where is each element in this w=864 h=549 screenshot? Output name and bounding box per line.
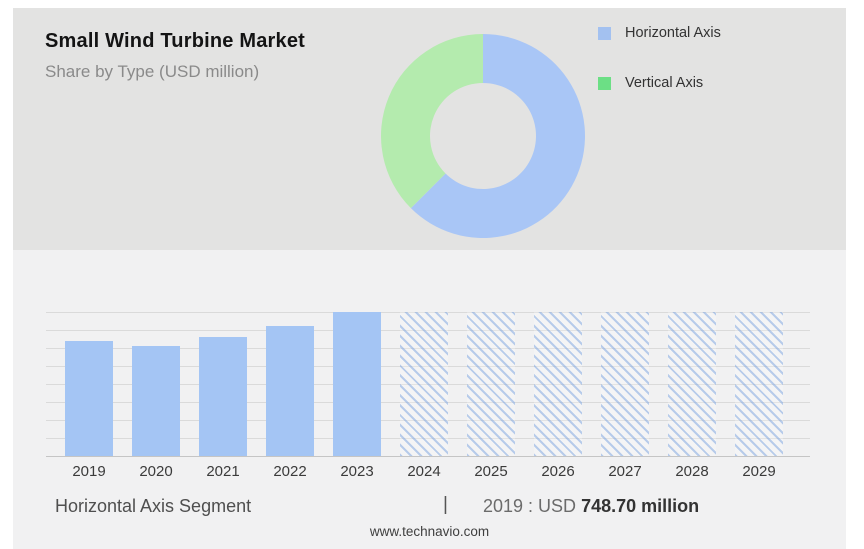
x-tick-2022: 2022 (273, 463, 307, 480)
bar-2022 (266, 326, 314, 456)
donut-chart (380, 33, 586, 239)
bar-chart-panel: 2019 2020 2021 2022 2023 2024 2025 2026 2027 2028… (13, 250, 846, 549)
donut-chart-svg (381, 34, 585, 238)
x-tick-2026: 2026 (541, 463, 575, 480)
chart-legend: Horizontal Axis Vertical Axis (598, 25, 721, 125)
page-title: Small Wind Turbine Market (45, 30, 306, 52)
page-subtitle: Share by Type (USD million) (45, 62, 260, 81)
caption-row: Horizontal Axis Segment | 2019 : USD 748… (13, 494, 846, 522)
x-tick-2025: 2025 (474, 463, 508, 480)
website-link[interactable]: www.technavio.com (369, 524, 490, 539)
bar-2026-forecast (534, 312, 582, 456)
x-tick-2027: 2027 (608, 463, 642, 480)
x-tick-2024: 2024 (407, 463, 441, 480)
x-tick-2028: 2028 (675, 463, 709, 480)
legend-label: Vertical Axis (625, 75, 704, 91)
header-panel: Small Wind Turbine Market Share by Type … (13, 8, 846, 250)
legend-item-vertical-axis: Vertical Axis (598, 75, 721, 91)
x-axis-labels: 2019 2020 2021 2022 2023 2024 2025 2026 2027 2028… (46, 463, 810, 483)
x-tick-2029: 2029 (742, 463, 776, 480)
legend-swatch-blue-icon (598, 26, 611, 40)
legend-swatch-green-icon (598, 76, 611, 90)
value-annotation: 2019 : USD 748.70 million (483, 496, 699, 517)
bar-2024-forecast (400, 312, 448, 456)
caption-separator: | (443, 494, 448, 515)
x-tick-2021: 2021 (206, 463, 240, 480)
bar-2023 (333, 312, 381, 456)
bars (46, 312, 810, 456)
bar-chart-plot-area (46, 312, 810, 457)
bar-2019 (65, 341, 113, 456)
donut-slice-vertical-axis (381, 34, 483, 209)
value-bold: 748.70 million (581, 496, 700, 516)
bar-2029-forecast (735, 312, 783, 456)
value-prefix: 2019 : USD (483, 496, 582, 516)
bar-2027-forecast (601, 312, 649, 456)
x-axis-line (46, 456, 810, 457)
legend-label: Horizontal Axis (625, 25, 721, 41)
legend-item-horizontal-axis: Horizontal Axis (598, 25, 721, 41)
x-tick-2019: 2019 (72, 463, 106, 480)
bar-2020 (132, 346, 180, 456)
bar-2028-forecast (668, 312, 716, 456)
bar-2021 (199, 337, 247, 456)
x-tick-2020: 2020 (139, 463, 173, 480)
bar-2025-forecast (467, 312, 515, 456)
segment-label: Horizontal Axis Segment (55, 496, 252, 516)
donut-slice-horizontal-axis (410, 34, 585, 238)
x-tick-2023: 2023 (340, 463, 374, 480)
